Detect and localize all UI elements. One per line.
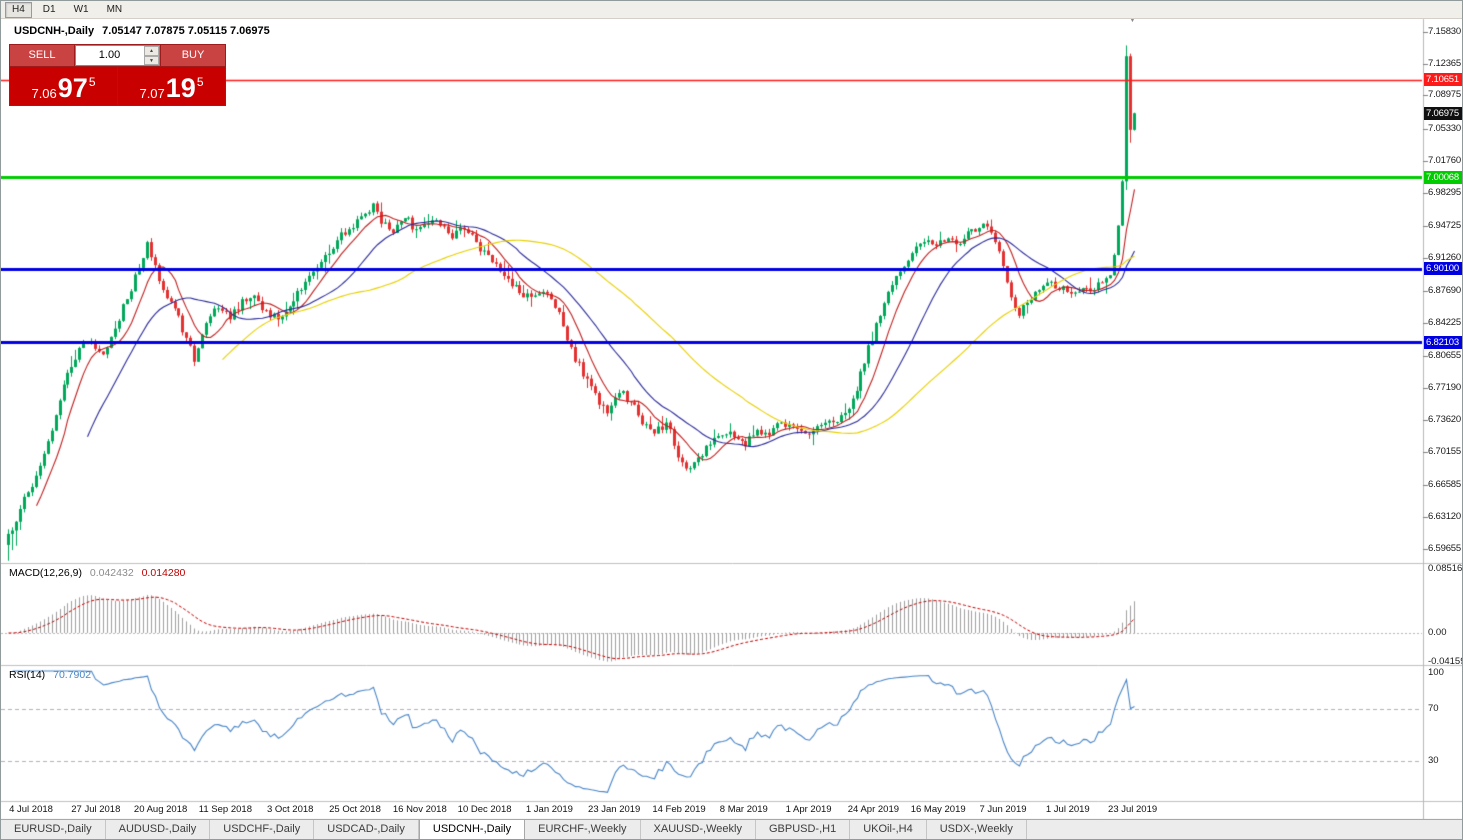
sell-price-prefix: 7.06 — [31, 86, 57, 101]
x-axis-date-label: 8 Mar 2019 — [719, 804, 768, 815]
x-axis-date-label: 23 Jul 2019 — [1108, 804, 1158, 815]
x-axis-date-label: 25 Oct 2018 — [329, 804, 381, 815]
price-scale-label: 7.05330 — [1428, 122, 1461, 134]
sell-price-display[interactable]: 7.06 97 5 — [10, 67, 117, 105]
x-axis-date-label: 10 Dec 2018 — [457, 804, 512, 815]
price-scale-label: 6.63120 — [1428, 511, 1461, 523]
volume-increase-icon[interactable]: ▲ — [144, 46, 159, 56]
price-line-badge: 6.82103 — [1424, 335, 1462, 349]
price-scale-label: 6.80655 — [1428, 349, 1461, 361]
timeframe-button-d1[interactable]: D1 — [42, 3, 56, 15]
rsi-indicator-label: RSI(14) 70.7902 — [9, 669, 91, 681]
chart-tab-xauusd-weekly[interactable]: XAUUSD-,Weekly — [641, 820, 756, 839]
chart-tab-ukoil-h4[interactable]: UKOil-,H4 — [850, 820, 927, 839]
price-scale-label: 7.08975 — [1428, 89, 1461, 101]
rsi-scale-label: 100 — [1428, 667, 1444, 678]
rsi-scale-label: 70 — [1428, 703, 1439, 714]
chart-symbol-label: USDCNH-,Daily — [14, 25, 95, 37]
x-axis-date-label: 1 Jan 2019 — [525, 804, 573, 815]
x-axis-date-label: 16 Nov 2018 — [392, 804, 447, 815]
x-axis-date-label: 14 Feb 2019 — [652, 804, 706, 815]
x-axis-date-label: 1 Jul 2019 — [1045, 804, 1090, 815]
one-click-trading-panel: SELL 1.00 ▲ ▼ BUY 7.06 97 5 7.07 19 5 — [9, 44, 226, 106]
x-axis-date-label: 24 Apr 2019 — [847, 804, 900, 815]
buy-button[interactable]: BUY — [161, 45, 225, 66]
chart-title: USDCNH-,Daily 7.05147 7.07875 7.05115 7.… — [14, 25, 270, 37]
macd-scale-label: 0.00 — [1428, 627, 1447, 638]
chart-ohlc-values: 7.05147 7.07875 7.05115 7.06975 — [102, 25, 270, 37]
buy-price-sup: 5 — [196, 75, 204, 89]
price-scale-label: 6.94725 — [1428, 220, 1461, 232]
macd-main-value: 0.042432 — [89, 567, 134, 579]
price-line-badge: 6.90100 — [1424, 262, 1462, 276]
price-scale-label: 7.01760 — [1428, 155, 1461, 167]
end-of-data-marker-icon: ▼ — [1128, 14, 1137, 24]
price-line-badge: 7.10651 — [1424, 73, 1462, 87]
price-scale-label: 7.15830 — [1428, 26, 1461, 37]
macd-name: MACD(12,26,9) — [9, 567, 82, 579]
chart-tab-eurchf-weekly[interactable]: EURCHF-,Weekly — [525, 820, 641, 839]
price-line-badge: 7.00068 — [1424, 170, 1462, 184]
x-axis-date-label: 1 Apr 2019 — [785, 804, 832, 815]
price-scale-label: 6.66585 — [1428, 479, 1461, 491]
chart-tab-usdcad-daily[interactable]: USDCAD-,Daily — [314, 820, 419, 839]
macd-indicator-label: MACD(12,26,9) 0.042432 0.014280 — [9, 567, 185, 579]
price-scale-label: 7.12365 — [1428, 57, 1461, 69]
chart-tab-usdx-weekly[interactable]: USDX-,Weekly — [927, 820, 1027, 839]
timeframe-button-w1[interactable]: W1 — [73, 3, 89, 15]
volume-decrease-icon[interactable]: ▼ — [144, 55, 159, 65]
volume-field[interactable]: 1.00 ▲ ▼ — [75, 45, 160, 66]
current-price-badge: 7.06975 — [1424, 106, 1462, 120]
sell-price-big: 97 — [57, 73, 88, 103]
price-scale-label: 6.84225 — [1428, 316, 1461, 328]
chart-tab-gbpusd-h1[interactable]: GBPUSD-,H1 — [756, 820, 851, 839]
sell-price-sup: 5 — [88, 75, 96, 89]
x-axis-date-label: 20 Aug 2018 — [133, 804, 188, 815]
volume-value[interactable]: 1.00 — [98, 49, 121, 61]
sell-button[interactable]: SELL — [10, 45, 74, 66]
price-scale-label: 6.73620 — [1428, 414, 1461, 426]
price-scale-label: 6.70155 — [1428, 446, 1461, 458]
x-axis-date-label: 27 Jul 2018 — [71, 804, 121, 815]
x-axis-date-label: 4 Jul 2018 — [9, 804, 53, 815]
price-scale-label: 6.87690 — [1428, 284, 1461, 296]
volume-stepper: ▲ ▼ — [144, 46, 159, 65]
rsi-name: RSI(14) — [9, 669, 46, 681]
macd-signal-value: 0.014280 — [141, 567, 186, 579]
rsi-scale-label: 30 — [1428, 755, 1439, 766]
price-scale-label: 6.98295 — [1428, 187, 1461, 199]
chart-tab-bar: EURUSD-,Daily AUDUSD-,Daily USDCHF-,Daily U… — [1, 819, 1462, 839]
price-scale-label: 6.77190 — [1428, 381, 1461, 393]
chart-tab-usdcnh-daily[interactable]: USDCNH-,Daily — [418, 820, 526, 839]
buy-price-display[interactable]: 7.07 19 5 — [118, 67, 225, 105]
x-axis-date-label: 16 May 2019 — [910, 804, 966, 815]
price-scale-label: 6.59655 — [1428, 543, 1461, 554]
x-axis-date-label: 3 Oct 2018 — [266, 804, 314, 815]
macd-scale-label: 0.085164 — [1428, 563, 1463, 574]
timeframe-button-h4[interactable]: H4 — [5, 1, 32, 18]
chart-tab-audusd-daily[interactable]: AUDUSD-,Daily — [106, 820, 211, 839]
buy-price-prefix: 7.07 — [139, 86, 165, 101]
x-axis-date-label: 23 Jan 2019 — [588, 804, 641, 815]
x-axis-date-label: 11 Sep 2018 — [198, 804, 252, 815]
price-scale-label: 6.91260 — [1428, 252, 1461, 264]
macd-scale-label: -0.041597 — [1428, 656, 1462, 667]
timeframe-button-mn[interactable]: MN — [106, 3, 123, 15]
rsi-value: 70.7902 — [53, 669, 92, 681]
chart-tab-usdchf-daily[interactable]: USDCHF-,Daily — [210, 820, 315, 839]
x-axis-date-label: 7 Jun 2019 — [979, 804, 1027, 815]
buy-price-big: 19 — [165, 73, 196, 103]
timeframe-toolbar: H4 D1 W1 MN — [1, 1, 1462, 19]
chart-tab-eurusd-daily[interactable]: EURUSD-,Daily — [1, 820, 106, 839]
